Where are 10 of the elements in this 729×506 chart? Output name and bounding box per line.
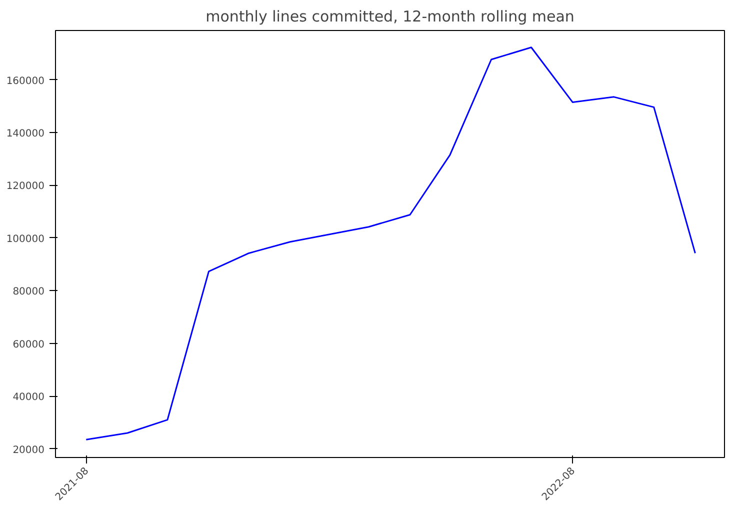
line-series	[85, 46, 696, 440]
chart-title: monthly lines committed, 12-month rolling mean	[206, 8, 574, 26]
y-tick-label: 120000	[6, 181, 45, 192]
y-tick-label: 80000	[12, 286, 44, 298]
y-tick-label: 160000	[6, 76, 45, 87]
y-tick-label: 20000	[12, 444, 44, 456]
y-tick-label: 60000	[12, 339, 44, 350]
y-tick-label: 140000	[6, 128, 45, 140]
y-tick-label: 100000	[6, 234, 45, 245]
y-tick-label: 40000	[12, 392, 44, 404]
